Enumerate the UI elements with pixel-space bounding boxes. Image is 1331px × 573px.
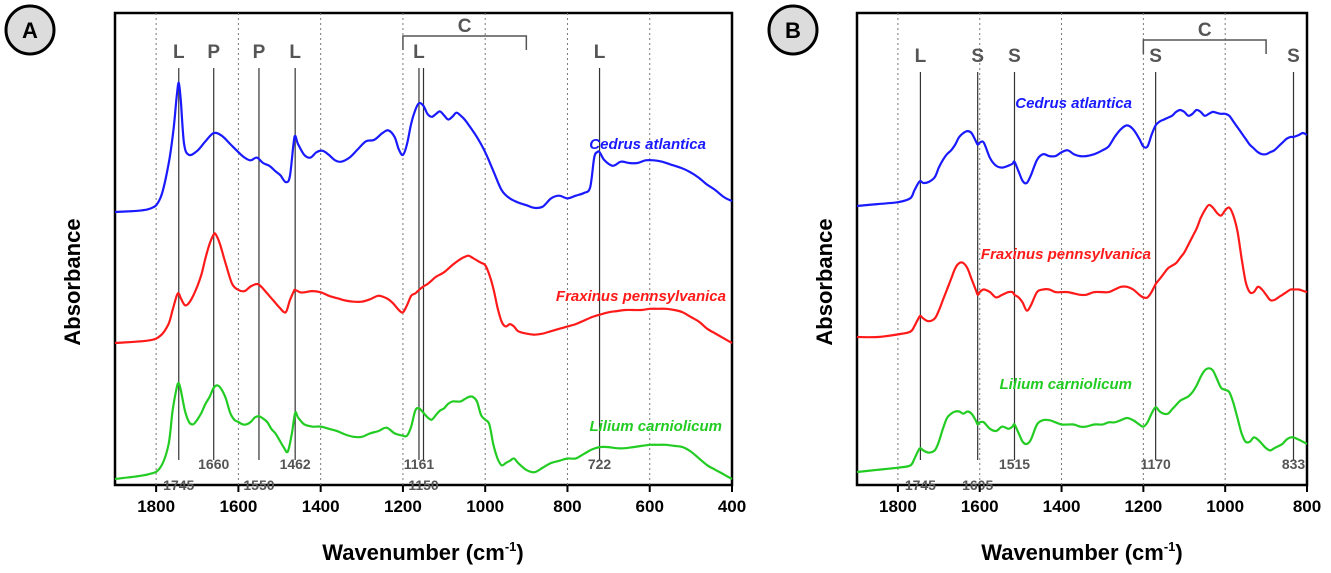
panel-b-x-tick-label: 800: [1293, 497, 1321, 516]
panel-a-band-letter: L: [173, 42, 185, 63]
panel-a-band-label: 1161: [404, 456, 435, 472]
panel-a-band-label: 1150: [408, 477, 439, 493]
panel-a-band-letter: L: [413, 42, 425, 63]
panel-a-band-label: 1462: [280, 456, 311, 472]
panel-a-badge-circle: [4, 4, 56, 56]
panel-a-series-names: Cedrus atlantica Fraxinus pennsylvanica …: [556, 136, 726, 435]
panel-b-series: [856, 108, 1308, 474]
panel-b-x-axis-title-sup: -1: [1164, 539, 1176, 554]
panel-a-series-line-fraxinus: [114, 232, 733, 345]
panel-a-letter: A: [22, 18, 38, 43]
panel-b-x-tick-label: 1400: [1043, 497, 1081, 516]
panel-b-bracket-line: [1142, 39, 1267, 54]
panel-a-series-name-fraxinus: Fraxinus pennsylvanica: [556, 288, 726, 305]
panel-b-markers: L 1745 S 1605 S 1515 S 1170 S 833: [905, 46, 1306, 493]
panel-a-x-tick-label: 1200: [384, 497, 422, 516]
panel-a-series-line-cedrus: [114, 81, 733, 214]
panel-b-letter: B: [785, 18, 801, 43]
panel-b-badge: B: [767, 4, 819, 56]
panel-b-bracket-letter: C: [1198, 20, 1212, 41]
panel-a-x-tick-label: 1000: [466, 497, 504, 516]
panel-a: A L 1745 P 1660 P 1550 L 1462 L 1161 1150 L 722 C Ce…: [4, 4, 746, 565]
panel-a-series: [114, 81, 733, 481]
panel-b-band-letter: S: [1287, 46, 1300, 67]
panel-b-x-axis-title: Wavenumber (cm-1): [981, 539, 1182, 565]
panel-a-bracket-letter: C: [458, 16, 472, 37]
panel-a-bracket-line: [402, 35, 528, 50]
panel-a-band-label: 722: [588, 456, 612, 472]
panel-b-series-line-lilium: [856, 367, 1308, 474]
panel-a-band-letter: L: [594, 42, 606, 63]
panel-a-grid: [155, 13, 651, 485]
panel-a-x-axis-title-main: Wavenumber (cm: [322, 540, 505, 565]
panel-b-series-name-fraxinus: Fraxinus pennsylvanica: [981, 246, 1151, 263]
panel-b-series-name-cedrus: Cedrus atlantica: [1015, 95, 1132, 112]
panel-a-y-axis-title: Absorbance: [60, 218, 85, 345]
panel-b-band-letter: S: [1008, 46, 1021, 67]
panel-b-x-tick-label: 1000: [1206, 497, 1244, 516]
panel-b-x-axis-title-end: ): [1175, 540, 1182, 565]
panel-a-band-letter: P: [207, 42, 220, 63]
panel-b-band-label: 1605: [962, 477, 993, 493]
panel-b-band-label: 1170: [1140, 456, 1171, 472]
panel-a-badge: A: [4, 4, 56, 56]
panel-a-bracket: C: [402, 16, 528, 50]
panel-a-series-line-lilium: [114, 382, 733, 481]
panel-b-series-name-lilium: Lilium carniolicum: [999, 376, 1132, 393]
panel-b-x-tick-label: 1200: [1124, 497, 1162, 516]
panel-b-x-axis-title-main: Wavenumber (cm: [981, 540, 1164, 565]
panel-b-band-label: 1745: [905, 477, 936, 493]
panel-b-band-letter: L: [915, 46, 927, 67]
panel-a-x-axis-title: Wavenumber (cm-1): [322, 539, 523, 565]
panel-a-x-axis-title-end: ): [516, 540, 523, 565]
panel-b-series-line-cedrus: [856, 108, 1308, 208]
panel-b-x-tick-label: 1800: [879, 497, 917, 516]
panel-b-series-names: Cedrus atlantica Fraxinus pennsylvanica …: [981, 95, 1151, 393]
panel-b-bracket: C: [1142, 20, 1267, 54]
panel-a-series-name-lilium: Lilium carniolicum: [589, 418, 722, 435]
panel-b-band-letter: S: [971, 46, 984, 67]
panel-b-band-label: 833: [1282, 456, 1306, 472]
panel-b-band-letter: S: [1149, 46, 1162, 67]
panel-a-band-label: 1745: [163, 477, 194, 493]
panel-b-plot-frame: [855, 11, 1309, 487]
panel-a-x-tick-label: 1800: [137, 497, 175, 516]
panel-a-band-label: 1660: [198, 456, 229, 472]
panel-b-x-tick-label: 1600: [961, 497, 999, 516]
panel-b-badge-circle: [767, 4, 819, 56]
panel-b-x-ticks: 1800 1600 1400 1200 1000 800: [879, 485, 1321, 516]
panel-b-series-line-fraxinus: [856, 203, 1308, 339]
panel-a-band-letter: L: [289, 42, 301, 63]
panel-b-grid: [897, 13, 1226, 485]
panel-a-x-tick-label: 600: [636, 497, 664, 516]
panel-a-series-name-cedrus: Cedrus atlantica: [589, 136, 706, 153]
panel-a-x-tick-label: 1400: [302, 497, 340, 516]
panel-a-x-tick-label: 400: [718, 497, 746, 516]
panel-b-band-label: 1515: [999, 456, 1030, 472]
panel-a-band-letter: P: [253, 42, 266, 63]
panel-b: B L 1745 S 1605 S 1515 S 1170 S 833 C Cedrus atla…: [767, 4, 1321, 565]
panel-a-x-tick-label: 1600: [219, 497, 257, 516]
panel-a-x-axis-title-sup: -1: [505, 539, 517, 554]
panel-a-x-ticks: 1800 1600 1400 1200 1000 800 600 400: [137, 485, 746, 516]
panel-b-y-axis-title: Absorbance: [812, 218, 837, 345]
panel-a-band-label: 1550: [243, 477, 274, 493]
panel-a-plot-frame: [113, 11, 734, 487]
panel-a-x-tick-label: 800: [553, 497, 581, 516]
panel-a-markers: L 1745 P 1660 P 1550 L 1462 L 1161 1150 L 722: [163, 42, 611, 493]
